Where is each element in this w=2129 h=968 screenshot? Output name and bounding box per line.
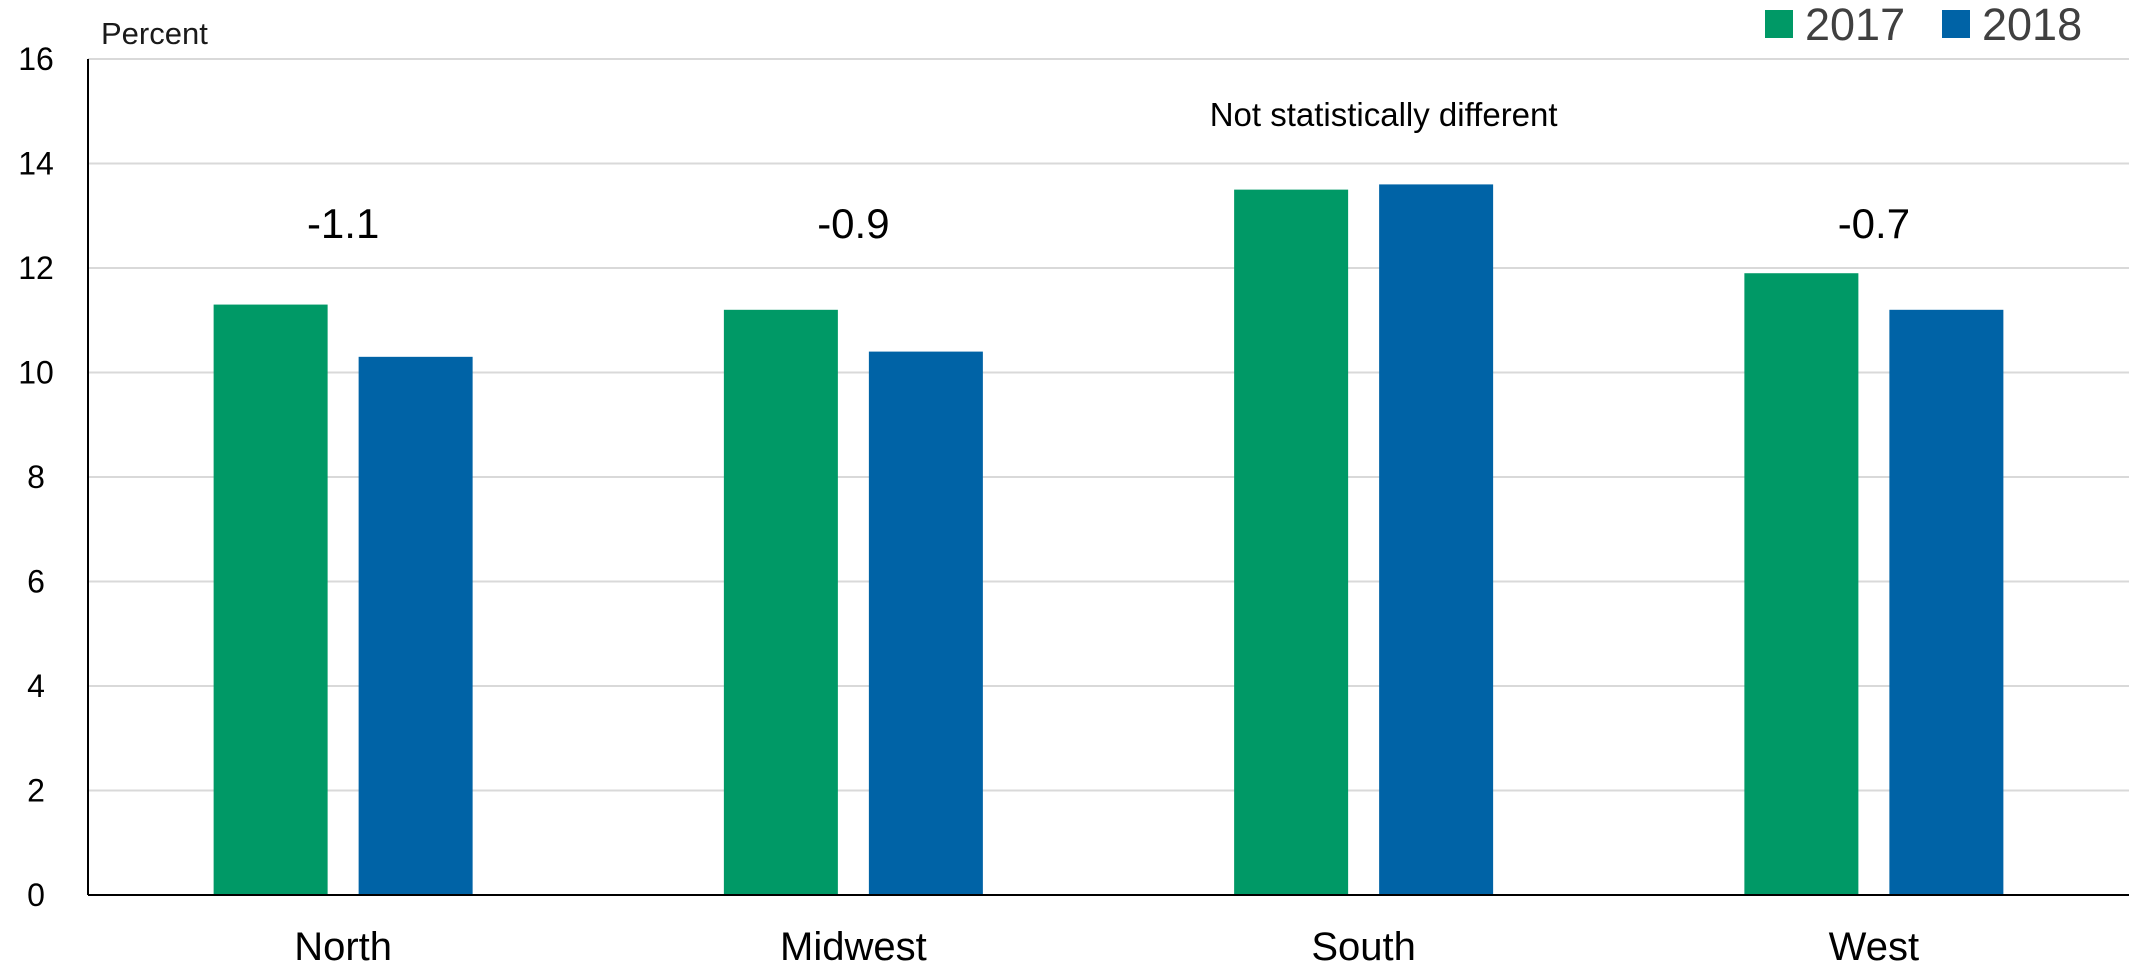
- annotation-note: Not statistically different: [1210, 96, 1558, 133]
- y-tick-label: 4: [27, 668, 45, 704]
- x-category-label: North: [294, 925, 392, 968]
- legend-label-2017: 2017: [1805, 0, 1905, 50]
- difference-label: -0.7: [1838, 200, 1910, 247]
- bar-south-2017: [1234, 189, 1349, 895]
- x-category-label: Midwest: [780, 925, 927, 968]
- legend-swatch-2018: [1942, 10, 1970, 38]
- legend: 2017 2018: [1765, 0, 2082, 50]
- bars: [213, 184, 2004, 896]
- y-tick-label: 2: [27, 773, 45, 809]
- y-tick-label: 12: [18, 250, 54, 286]
- bar-south-2018: [1379, 184, 1494, 895]
- y-tick-label: 6: [27, 564, 45, 600]
- bar-midwest-2017: [723, 309, 838, 895]
- axes: [87, 59, 2129, 896]
- x-category-label: South: [1311, 925, 1416, 968]
- x-category-label: West: [1829, 925, 1919, 968]
- bar-north-2017: [213, 304, 328, 895]
- y-axis-label: Percent: [101, 16, 208, 51]
- difference-label: -1.1: [307, 200, 379, 247]
- labels: 0 2 4 6 8 10 12 14 16 Percent North -1.1 Midwest -0.9…: [18, 16, 1919, 968]
- legend-swatch-2017: [1765, 10, 1793, 38]
- y-tick-label: 16: [18, 41, 54, 77]
- legend-label-2018: 2018: [1982, 0, 2082, 50]
- bar-west-2017: [1744, 273, 1859, 896]
- bar-midwest-2018: [868, 351, 983, 896]
- y-tick-label: 8: [27, 459, 45, 495]
- bar-west-2018: [1889, 309, 2004, 895]
- y-tick-label: 0: [27, 877, 45, 913]
- bar-north-2018: [358, 356, 473, 895]
- y-tick-label: 10: [18, 355, 54, 391]
- y-tick-label: 14: [18, 146, 54, 182]
- difference-label: -0.9: [817, 200, 889, 247]
